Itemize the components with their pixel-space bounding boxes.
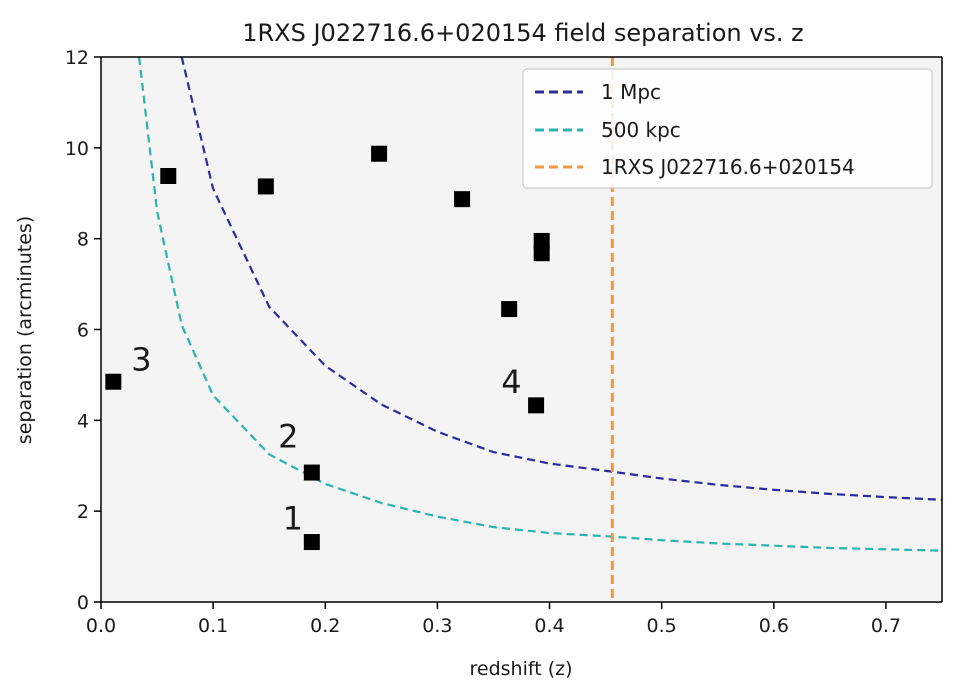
annotation-4: 4 [501,363,521,401]
curve-1mpc [180,57,942,501]
x-tick-label-7: 0.7 [871,615,901,637]
x-axis-label: redshift (z) [469,658,572,680]
legend: 1 Mpc 500 kpc 1RXS J022716.6+020154 [522,68,933,189]
chart-title: 1RXS J022716.6+020154 field separation v… [242,19,804,47]
legend-label-500kpc: 500 kpc [601,118,681,142]
point-1 [160,167,177,184]
curves-layer [138,57,942,552]
point-9 [533,232,550,249]
annotation-2: 2 [278,418,298,456]
annotation-3: 3 [131,340,151,378]
annotations-layer: 1 2 3 4 [131,340,521,537]
points-layer [105,145,550,551]
x-tick-label-1: 0.1 [198,615,228,637]
point-6 [454,191,471,208]
curve-500kpc [138,57,942,552]
y-ticks: 0 2 4 6 8 10 12 [65,47,101,614]
y-tick-label-5: 10 [65,138,89,160]
y-axis-label: separation (arcminutes) [14,216,36,444]
x-ticks: 0.0 0.1 0.2 0.3 0.4 0.5 0.6 0.7 [86,602,901,637]
legend-label-1mpc: 1 Mpc [601,80,661,104]
x-tick-label-6: 0.6 [759,615,789,637]
y-tick-label-2: 4 [77,410,89,432]
x-tick-label-5: 0.5 [647,615,677,637]
point-0 [105,373,122,390]
x-tick-label-0: 0.0 [86,615,116,637]
y-tick-label-6: 12 [65,47,89,69]
y-tick-label-0: 0 [77,592,89,614]
y-tick-label-1: 2 [77,501,89,523]
point-7 [501,301,518,318]
x-tick-label-4: 0.4 [534,615,564,637]
point-10 [533,245,550,262]
point-2 [257,178,274,195]
y-tick-label-3: 6 [77,320,89,342]
legend-label-cluster: 1RXS J022716.6+020154 [601,155,855,179]
legend-box [522,68,933,189]
y-tick-label-4: 8 [77,229,89,251]
x-tick-label-3: 0.3 [422,615,452,637]
point-3 [303,464,320,481]
annotation-1: 1 [283,499,303,537]
x-tick-label-2: 0.2 [310,615,340,637]
point-4 [303,534,320,551]
point-8 [528,397,545,414]
point-5 [371,145,388,162]
